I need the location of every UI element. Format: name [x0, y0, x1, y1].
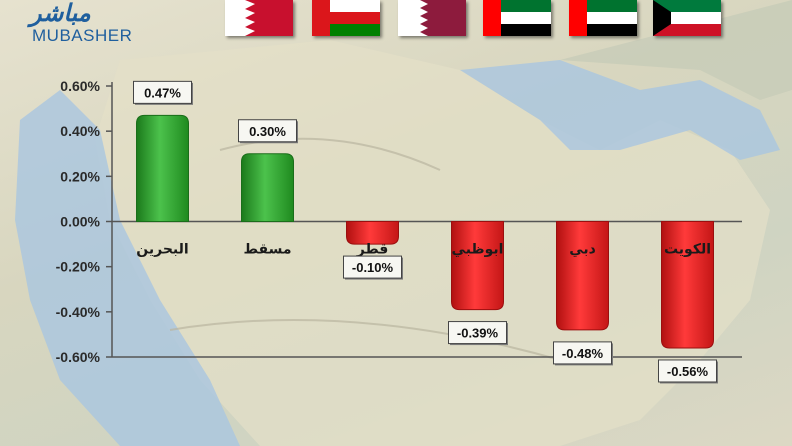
data-label: 0.47%: [144, 85, 181, 100]
data-label-box: [343, 255, 402, 279]
data-label-box: [133, 80, 192, 104]
data-label-box: [238, 119, 297, 143]
data-label: -0.39%: [457, 326, 499, 341]
category-label: الكويت: [664, 242, 711, 258]
chart-bars: [136, 114, 714, 349]
bar-3: [451, 221, 504, 311]
bahrain-flag: [225, 0, 293, 36]
oman-flag: [312, 0, 380, 36]
qatar-flag: [398, 0, 466, 36]
bar-1: [241, 153, 294, 222]
y-tick-label: 0.20%: [60, 168, 100, 184]
data-label: 0.30%: [249, 124, 286, 139]
chart-labels: البحرين 0.47% مسقط 0.30% قطر -0.10% ابوظبي -0.3…: [133, 80, 718, 384]
category-label: قطر: [356, 242, 389, 258]
mubasher-logo: مباشر MUBASHER: [12, 0, 133, 50]
bar-0: [136, 114, 189, 222]
uae-flag-abu-dhabi: [483, 0, 551, 36]
data-label: -0.10%: [352, 260, 394, 275]
y-tick-label: -0.60%: [56, 349, 101, 365]
data-label: -0.48%: [562, 346, 604, 361]
bar-5: [661, 221, 714, 349]
category-label: مسقط: [244, 242, 292, 258]
y-tick-label: 0.60%: [60, 78, 100, 94]
data-label-box: [658, 359, 717, 383]
bar-4: [556, 221, 609, 331]
data-label-box: [448, 321, 507, 345]
bar-2: [346, 221, 399, 245]
logo-latin-text: MUBASHER: [32, 26, 133, 45]
y-tick-label: 0.40%: [60, 123, 100, 139]
kuwait-flag: [653, 0, 721, 36]
data-label-box: [553, 341, 612, 365]
category-label: البحرين: [136, 242, 188, 258]
y-tick-label: -0.40%: [56, 304, 101, 320]
uae-flag-dubai: [569, 0, 637, 36]
category-label: ابوظبي: [452, 242, 504, 258]
y-tick-label: -0.20%: [56, 259, 101, 275]
logo-arabic-text: مباشر: [30, 0, 91, 27]
y-tick-label: 0.00%: [60, 214, 100, 230]
data-label: -0.56%: [667, 364, 709, 379]
chart-axes: 0.60% 0.40% 0.20% 0.00% -0.20% -0.40% -0.60%: [56, 78, 742, 365]
category-label: دبي: [569, 242, 596, 258]
